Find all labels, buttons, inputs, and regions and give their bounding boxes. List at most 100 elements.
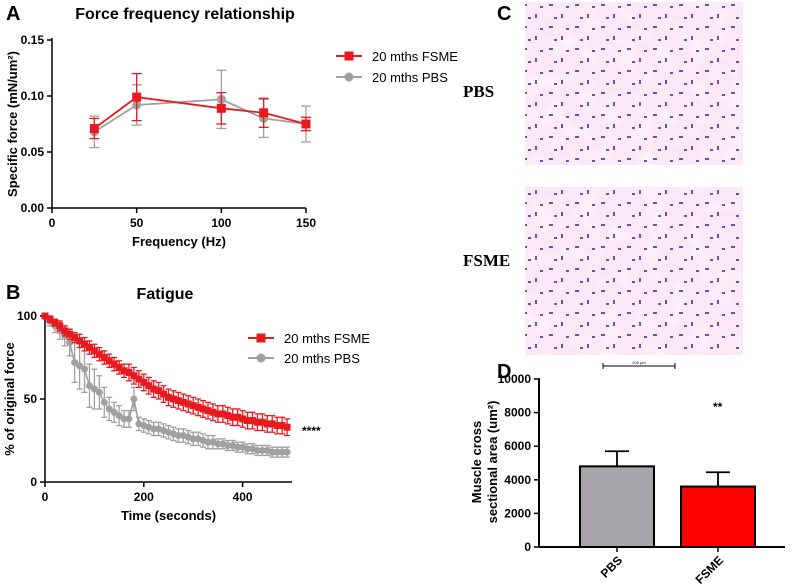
data-point bbox=[224, 412, 232, 420]
data-point bbox=[71, 358, 79, 366]
data-point bbox=[100, 398, 108, 406]
data-point bbox=[140, 378, 148, 386]
legend-marker bbox=[256, 353, 266, 363]
data-point bbox=[234, 443, 242, 451]
y-axis-label: % of original force bbox=[2, 342, 17, 455]
y-tick-label: 10000 bbox=[498, 372, 532, 386]
chart-d: 0 2000 4000 6000 8000 10000 PBS FSME Muscle cros… bbox=[469, 372, 785, 587]
y-tick-label: 0 bbox=[524, 540, 531, 554]
data-point bbox=[259, 108, 269, 118]
data-point bbox=[115, 412, 123, 420]
data-point bbox=[278, 422, 286, 430]
data-point bbox=[56, 322, 64, 330]
data-point bbox=[174, 397, 182, 405]
data-point bbox=[268, 448, 276, 456]
chart-title: Force frequency relationship bbox=[75, 6, 295, 23]
data-point bbox=[214, 440, 222, 448]
data-point bbox=[135, 375, 143, 383]
data-point bbox=[105, 405, 113, 413]
y-axis-label: Specific force (mN/um²) bbox=[5, 51, 20, 197]
series-0 bbox=[41, 312, 291, 437]
scale-bar-label: 200 μm bbox=[632, 360, 646, 365]
data-point bbox=[263, 420, 271, 428]
data-point bbox=[130, 395, 138, 403]
y-tick-label: 0 bbox=[30, 475, 37, 489]
data-point bbox=[95, 388, 103, 396]
data-point bbox=[125, 368, 133, 376]
legend-label: 20 mths PBS bbox=[372, 70, 448, 85]
chart-a: Force frequency relationship 0.00 0.05 0.10… bbox=[5, 6, 458, 249]
x-axis-label: Frequency (Hz) bbox=[132, 234, 226, 249]
chart-title: Fatigue bbox=[137, 286, 194, 303]
significance-marker: **** bbox=[302, 424, 321, 438]
data-point bbox=[51, 319, 59, 327]
data-point bbox=[41, 312, 49, 320]
y-tick-label: 50 bbox=[24, 392, 38, 406]
bar-fsme bbox=[680, 485, 756, 548]
data-point bbox=[130, 372, 138, 380]
data-point bbox=[234, 413, 242, 421]
data-point bbox=[46, 315, 54, 323]
data-point bbox=[110, 408, 118, 416]
data-point bbox=[216, 103, 226, 113]
bar-pbs bbox=[579, 465, 655, 548]
data-point bbox=[66, 330, 74, 338]
data-point bbox=[189, 402, 197, 410]
data-point bbox=[150, 425, 158, 433]
data-point bbox=[110, 360, 118, 368]
data-point bbox=[224, 441, 232, 449]
data-point bbox=[150, 385, 158, 393]
data-point bbox=[204, 407, 212, 415]
y-axis-label-line1: Muscle cross bbox=[469, 421, 484, 503]
data-point bbox=[115, 363, 123, 371]
y-tick-label: 0.05 bbox=[21, 145, 45, 159]
y-tick-label: 4000 bbox=[504, 473, 531, 487]
legend-marker bbox=[344, 72, 354, 82]
histology-label-pbs: PBS bbox=[463, 82, 494, 101]
data-point bbox=[278, 448, 286, 456]
y-tick-label: 0.00 bbox=[21, 201, 45, 215]
legend-label: 20 mths FSME bbox=[284, 331, 370, 346]
series-0 bbox=[89, 72, 311, 140]
data-point bbox=[90, 385, 98, 393]
legend-label: 20 mths PBS bbox=[284, 351, 360, 366]
panel-letter-b: B bbox=[6, 282, 20, 304]
data-point bbox=[239, 415, 247, 423]
y-tick-label: 0.10 bbox=[21, 89, 45, 103]
histology-panel: PBS FSME 200 μm bbox=[463, 2, 743, 369]
legend-marker bbox=[344, 51, 354, 61]
data-point bbox=[105, 357, 113, 365]
x-tick-label: 50 bbox=[130, 216, 144, 230]
y-axis-label-line2: sectional area (um²) bbox=[485, 401, 500, 524]
panel-letter-c: C bbox=[497, 3, 511, 25]
x-axis-label: Time (seconds) bbox=[121, 508, 216, 523]
x-tick-label: 200 bbox=[134, 490, 154, 504]
y-tick-label: 2000 bbox=[504, 506, 531, 520]
series-1 bbox=[89, 69, 311, 149]
data-point bbox=[244, 417, 252, 425]
data-point bbox=[219, 410, 227, 418]
data-point bbox=[283, 423, 291, 431]
data-point bbox=[100, 354, 108, 361]
data-point bbox=[283, 448, 291, 456]
y-tick-label: 0.15 bbox=[21, 33, 45, 47]
y-tick-label: 100 bbox=[17, 309, 37, 323]
data-point bbox=[258, 446, 266, 454]
data-point bbox=[165, 393, 172, 401]
data-point bbox=[71, 334, 79, 342]
data-point bbox=[253, 446, 261, 454]
data-point bbox=[189, 435, 197, 443]
data-point bbox=[169, 395, 177, 403]
significance-marker: ** bbox=[713, 400, 723, 414]
data-point bbox=[120, 415, 128, 423]
series-line bbox=[44, 315, 288, 428]
data-point bbox=[229, 413, 237, 421]
data-point bbox=[214, 410, 222, 418]
data-point bbox=[199, 405, 207, 413]
data-point bbox=[155, 387, 163, 395]
data-point bbox=[85, 382, 93, 390]
histology-label-fsme: FSME bbox=[463, 251, 510, 270]
x-tick-label: 100 bbox=[211, 216, 231, 230]
data-point bbox=[174, 432, 182, 440]
data-point bbox=[81, 340, 89, 348]
